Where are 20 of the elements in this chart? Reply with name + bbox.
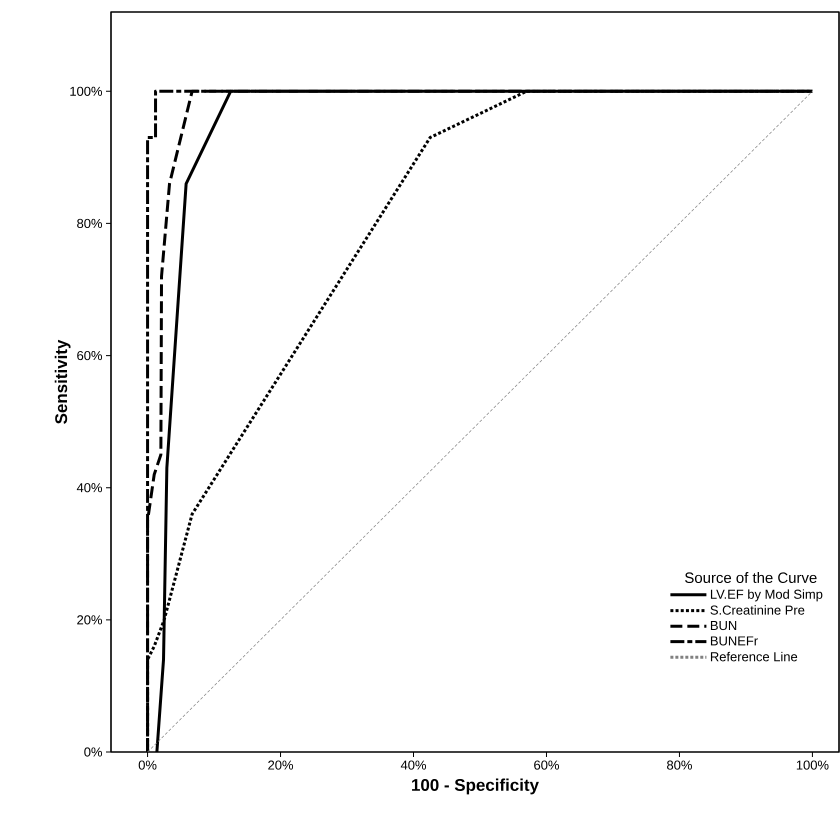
y-tick-label: 40% xyxy=(76,483,102,492)
x-tick-label: 0% xyxy=(138,760,156,770)
y-tick-label: 60% xyxy=(77,350,102,360)
y-axis-title: Sensitivity xyxy=(54,340,71,424)
y-tick-label: 20% xyxy=(77,615,102,624)
x-axis-title: 100 - Specificity xyxy=(412,778,539,794)
x-tick-label: 20% xyxy=(268,760,294,770)
y-tick-label: 80% xyxy=(77,218,102,228)
x-tick-label: 60% xyxy=(534,760,559,770)
x-tick-label: 80% xyxy=(667,760,692,770)
legend-label: LV.EF by Mod Simp xyxy=(710,589,822,602)
y-tick-label: 0% xyxy=(84,747,102,757)
y-tick-label: 100% xyxy=(70,86,102,96)
legend-title: Source of the Curve xyxy=(685,572,817,583)
legend-label: BUNEFr xyxy=(710,636,758,646)
legend-label: BUN xyxy=(710,621,736,630)
legend-label: Reference Line xyxy=(710,652,798,662)
x-tick-label: 100% xyxy=(796,760,829,770)
x-tick-label: 40% xyxy=(400,760,426,770)
legend-label: S.Creatinine Pre xyxy=(710,605,804,615)
